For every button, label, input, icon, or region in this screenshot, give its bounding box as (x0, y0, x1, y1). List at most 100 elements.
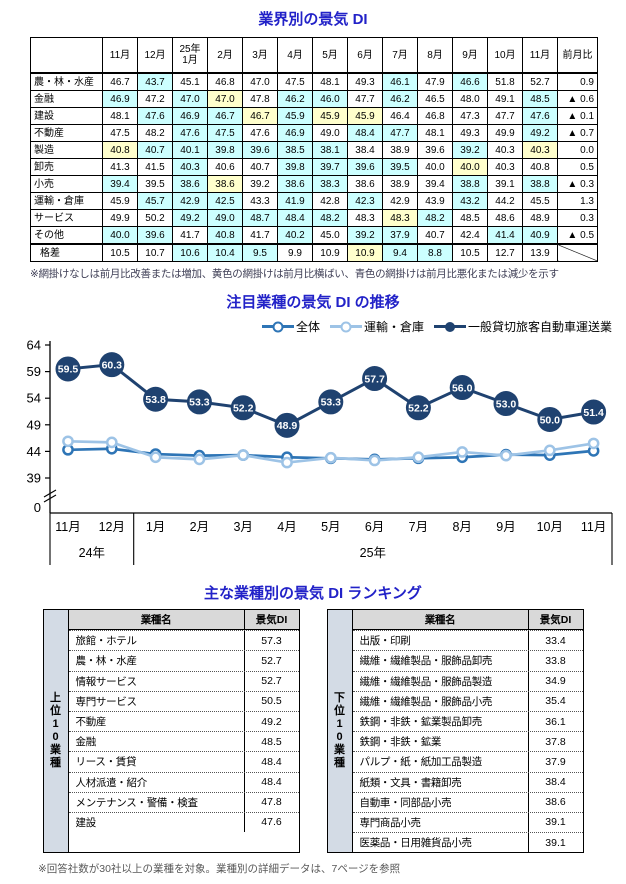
di-value-cell: 48.5 (452, 209, 488, 227)
di-col-header: 10月 (487, 37, 523, 74)
di-value-cell: 45.7 (137, 192, 173, 210)
di-col-header: 7月 (382, 37, 418, 74)
di-value-cell: 47.9 (417, 72, 453, 91)
di-value-cell: 46.8 (417, 107, 453, 125)
di-value-cell: 39.5 (137, 175, 173, 193)
di-value-cell: 46.9 (172, 107, 208, 125)
di-value-cell: 49.3 (452, 124, 488, 142)
ranking-di-value: 33.4 (527, 631, 583, 651)
di-value-cell: 40.3 (487, 141, 523, 159)
di-col-header: 12月 (137, 37, 173, 74)
di-value-cell: 48.3 (347, 209, 383, 227)
ranking-di-value: 38.6 (527, 792, 583, 812)
di-value-cell: 10.9 (347, 243, 383, 262)
di-value-cell: 40.3 (487, 158, 523, 176)
di-value-cell: 40.9 (522, 226, 558, 245)
ranking-col-header-di: 景気DI (527, 610, 583, 630)
di-row: その他 40.0 39.6 41.7 40.8 41.7 40.2 45.0 39.2 37.9 4… (30, 226, 598, 245)
ranking-header-row: 業種名 景気DI (352, 610, 583, 631)
di-value-cell: 38.5 (277, 141, 313, 159)
di-value-cell: 47.0 (242, 72, 278, 91)
ranking-di-value: 49.2 (243, 711, 299, 732)
ranking-row: 鉄鋼・非鉄・鉱業 37.8 (352, 731, 583, 752)
di-value-cell: 47.8 (242, 90, 278, 108)
di-value-cell: 39.4 (102, 175, 138, 193)
ranking-row: 医薬品・日用雑貨品小売 39.1 (352, 832, 583, 853)
di-mom-cell: 1.3 (557, 192, 598, 210)
di-row-label: 農・林・水産 (30, 72, 103, 91)
di-value-cell: 47.2 (137, 90, 173, 108)
di-col-header: 8月 (417, 37, 453, 74)
y-axis-tick-label: 59 (27, 364, 41, 379)
di-value-cell: 45.1 (172, 72, 208, 91)
di-value-cell: 41.9 (277, 192, 313, 210)
di-row: 建設 48.1 47.6 46.9 46.7 46.7 45.9 45.9 45.9 46.4 46… (30, 107, 598, 125)
di-value-cell: 12.7 (487, 243, 523, 262)
x-axis-month-label: 9月 (496, 520, 515, 534)
data-label: 53.3 (189, 397, 210, 409)
di-mom-cell: 0.3 (557, 209, 598, 227)
di-value-cell: 49.0 (207, 209, 243, 227)
di-value-cell: 48.1 (312, 72, 348, 91)
di-value-cell: 48.2 (137, 124, 173, 142)
di-row-label: 卸売 (30, 158, 103, 176)
x-axis-month-label: 11月 (581, 520, 606, 534)
di-col-header: 3月 (242, 37, 278, 74)
di-value-cell: 39.2 (242, 175, 278, 193)
di-value-cell: 42.8 (312, 192, 348, 210)
di-value-cell: 38.6 (172, 175, 208, 193)
di-col-header: 11月 (522, 37, 558, 74)
di-col-header: 11月 (102, 37, 138, 74)
legend-label: 運輸・倉庫 (363, 320, 424, 334)
x-axis-month-label: 11月 (55, 520, 80, 534)
ranking-row: 出版・印刷 33.4 (352, 630, 583, 651)
di-row-label: 金融 (30, 90, 103, 108)
data-label: 48.9 (277, 420, 298, 432)
ranking-di-value: 52.7 (243, 671, 299, 691)
data-label: 52.2 (408, 403, 429, 415)
di-row: 金融 46.9 47.2 47.0 47.0 47.8 46.2 46.0 47.7 46.2 46… (30, 90, 598, 108)
di-value-cell: 38.8 (522, 175, 558, 193)
di-value-cell: 39.8 (277, 158, 313, 176)
di-row-label: 小売 (30, 175, 103, 193)
di-col-header: 25年 1月 (172, 37, 208, 74)
ranking-row: 建設 47.6 (68, 811, 299, 833)
di-value-cell: 10.5 (102, 243, 138, 262)
di-value-cell: 49.9 (487, 124, 523, 142)
di-value-cell: 47.7 (487, 107, 523, 125)
ranking-di-value: 39.1 (527, 833, 583, 853)
chart-legend: 全体 運輸・倉庫 一般貸切旅客自動車運送業 (0, 318, 612, 335)
di-value-cell: 49.3 (347, 72, 383, 91)
di-value-cell: 40.7 (242, 158, 278, 176)
data-label: 53.3 (321, 397, 342, 409)
di-value-cell: 41.5 (137, 158, 173, 176)
di-value-cell: 45.0 (312, 226, 348, 245)
di-value-cell: 48.5 (522, 90, 558, 108)
di-row-label: 不動産 (30, 124, 103, 142)
di-value-cell: 40.8 (522, 158, 558, 176)
industry-di-table-wrap: 11月 12月 25年 1月 2月 3月 4月 5月 6月 7月 8月 9月 10月 11月 前月比 農・林… (30, 37, 598, 262)
di-value-cell: 46.1 (382, 72, 418, 91)
ranking-di-value: 36.1 (527, 711, 583, 732)
x-axis-month-label: 8月 (452, 520, 471, 534)
di-value-cell: 39.5 (382, 158, 418, 176)
legend-line-marker-icon (329, 321, 362, 332)
x-axis-month-label: 4月 (277, 520, 296, 534)
di-value-cell: 47.6 (242, 124, 278, 142)
y-axis-tick-label: 64 (27, 338, 41, 353)
ranking-industry-name: 農・林・水産 (75, 655, 138, 668)
shading-legend-note: ※網掛けなしは前月比改善または増加、黄色の網掛けは前月比横ばい、青色の網掛けは前… (30, 268, 559, 280)
ranking-di-value: 47.8 (243, 792, 299, 812)
di-value-cell: 39.6 (242, 141, 278, 159)
ranking-row: 不動産 49.2 (68, 710, 299, 732)
y-axis-tick-label: 49 (27, 417, 41, 432)
di-value-cell: 47.3 (452, 107, 488, 125)
series-一般貸切旅客自動車運送業: 59.5 60.3 53.8 53.3 52.2 48.9 53.3 57.7 52.2 56.0… (55, 352, 607, 438)
di-value-cell: 46.5 (417, 90, 453, 108)
y-axis-tick-label: 39 (27, 471, 41, 486)
di-mom-cell: 0.9 (557, 72, 598, 91)
di-value-cell: 48.2 (417, 209, 453, 227)
legend-line-marker-icon (433, 321, 466, 332)
di-value-cell: 46.0 (312, 90, 348, 108)
ranking-industry-name: 自動車・同部品小売 (359, 796, 452, 809)
